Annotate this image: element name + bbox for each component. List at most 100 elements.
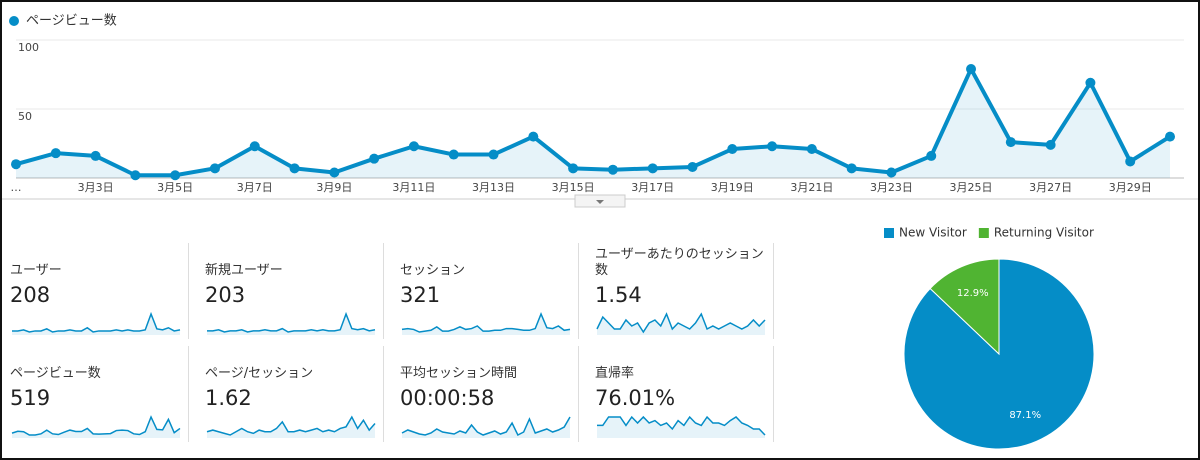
x-tick-label: 3月25日 bbox=[950, 181, 993, 194]
point bbox=[90, 150, 101, 161]
metric-tile: ページビュー数 519 bbox=[4, 346, 189, 442]
point bbox=[568, 163, 579, 174]
metric-value: 321 bbox=[400, 283, 441, 307]
sparkline-area bbox=[207, 314, 375, 335]
point bbox=[289, 163, 300, 174]
x-tick-label: … bbox=[11, 181, 22, 194]
sparkline-line bbox=[12, 311, 181, 333]
metric-label: ページビュー数 bbox=[10, 346, 182, 382]
point bbox=[1005, 137, 1016, 148]
metric-label-text: ユーザーあたりのセッション数 bbox=[595, 247, 764, 278]
metric-value: 76.01% bbox=[595, 386, 676, 410]
sparkline bbox=[207, 311, 376, 335]
sparkline-area bbox=[12, 314, 180, 335]
slice-label: 12.9% bbox=[957, 288, 989, 299]
metric-value: 208 bbox=[10, 283, 51, 307]
metric-tile: ページ/セッション 1.62 bbox=[199, 346, 384, 442]
metric-value: 00:00:58 bbox=[400, 386, 495, 410]
point bbox=[130, 170, 141, 181]
legend-swatch bbox=[978, 228, 989, 238]
legend-dot bbox=[9, 16, 19, 26]
metric-label: 平均セッション時間 bbox=[400, 346, 572, 382]
point bbox=[209, 163, 220, 174]
sparkline bbox=[12, 311, 181, 335]
metric-label-text: ページビュー数 bbox=[10, 366, 101, 381]
sparkline-line bbox=[401, 312, 571, 333]
point bbox=[607, 164, 618, 175]
metric-label: ユーザーあたりのセッション数 bbox=[595, 243, 767, 279]
y-tick-label: 100 bbox=[18, 41, 39, 54]
legend-label: New Visitor bbox=[899, 226, 967, 240]
point bbox=[687, 161, 698, 172]
point bbox=[1125, 156, 1136, 167]
metric-label-text: ユーザー bbox=[10, 263, 62, 278]
x-tick-label: 3月13日 bbox=[472, 181, 515, 194]
metric-label-text: 平均セッション時間 bbox=[400, 366, 518, 381]
point bbox=[11, 159, 21, 170]
point bbox=[528, 131, 539, 142]
metric-value: 1.62 bbox=[205, 386, 252, 410]
x-tick-label: 3月23日 bbox=[870, 181, 913, 194]
x-tick-label: 3月3日 bbox=[78, 181, 114, 194]
y-tick-label: 50 bbox=[18, 110, 32, 123]
x-tick-label: 3月5日 bbox=[157, 181, 193, 194]
legend-label: Returning Visitor bbox=[994, 226, 1094, 240]
area bbox=[16, 68, 1170, 178]
x-tick-label: 3月7日 bbox=[237, 181, 273, 194]
sparkline-line bbox=[207, 311, 376, 333]
legend-swatch bbox=[884, 228, 894, 238]
metric-label: 直帰率 bbox=[595, 346, 767, 382]
sparkline-area bbox=[12, 417, 180, 438]
metric-label-text: 新規ユーザー bbox=[205, 263, 283, 278]
sparkline-line bbox=[11, 415, 181, 436]
metric-tile: 直帰率 76.01% bbox=[589, 346, 774, 442]
point bbox=[647, 163, 658, 174]
point bbox=[408, 141, 419, 152]
point bbox=[50, 148, 61, 159]
collapse-arrow bbox=[596, 200, 604, 204]
point bbox=[767, 141, 778, 152]
point bbox=[488, 149, 499, 160]
x-tick-label: 3月19日 bbox=[711, 181, 754, 194]
metric-label-text: 直帰率 bbox=[595, 366, 635, 381]
sparkline bbox=[11, 415, 181, 438]
sparkline bbox=[597, 415, 766, 438]
point bbox=[249, 141, 260, 152]
sparkline-line bbox=[206, 415, 376, 436]
point bbox=[966, 63, 977, 74]
x-tick-label: 3月15日 bbox=[552, 181, 595, 194]
point bbox=[846, 163, 857, 174]
metric-value: 519 bbox=[10, 386, 51, 410]
x-tick-label: 3月9日 bbox=[316, 181, 352, 194]
point bbox=[1045, 139, 1056, 150]
metric-value: 203 bbox=[205, 283, 246, 307]
point bbox=[1165, 131, 1175, 142]
metric-tile: 平均セッション時間 00:00:58 bbox=[394, 346, 579, 442]
point bbox=[926, 150, 937, 161]
metric-label: 新規ユーザー bbox=[205, 243, 377, 279]
metric-tile: ユーザー 208 bbox=[4, 243, 189, 339]
x-tick-label: 3月17日 bbox=[631, 181, 674, 194]
sparkline bbox=[206, 415, 376, 438]
point bbox=[727, 144, 738, 155]
line bbox=[15, 66, 1172, 178]
point bbox=[170, 170, 181, 181]
point bbox=[329, 167, 340, 178]
sparkline bbox=[596, 312, 766, 335]
sparkline-line bbox=[597, 415, 766, 436]
slice-label: 87.1% bbox=[1009, 410, 1041, 421]
x-tick-label: 3月27日 bbox=[1029, 181, 1072, 194]
sparkline-line bbox=[401, 416, 571, 437]
sparkline bbox=[401, 312, 571, 335]
sparkline-area bbox=[402, 314, 570, 335]
pie-slice bbox=[929, 258, 1000, 356]
metric-tile: 新規ユーザー 203 bbox=[199, 243, 384, 339]
x-tick-label: 3月11日 bbox=[392, 181, 435, 194]
metric-value: 1.54 bbox=[595, 283, 642, 307]
point bbox=[806, 144, 817, 155]
sparkline bbox=[401, 416, 571, 438]
metric-label-text: セッション bbox=[400, 263, 466, 278]
metric-label-text: ページ/セッション bbox=[205, 366, 314, 381]
